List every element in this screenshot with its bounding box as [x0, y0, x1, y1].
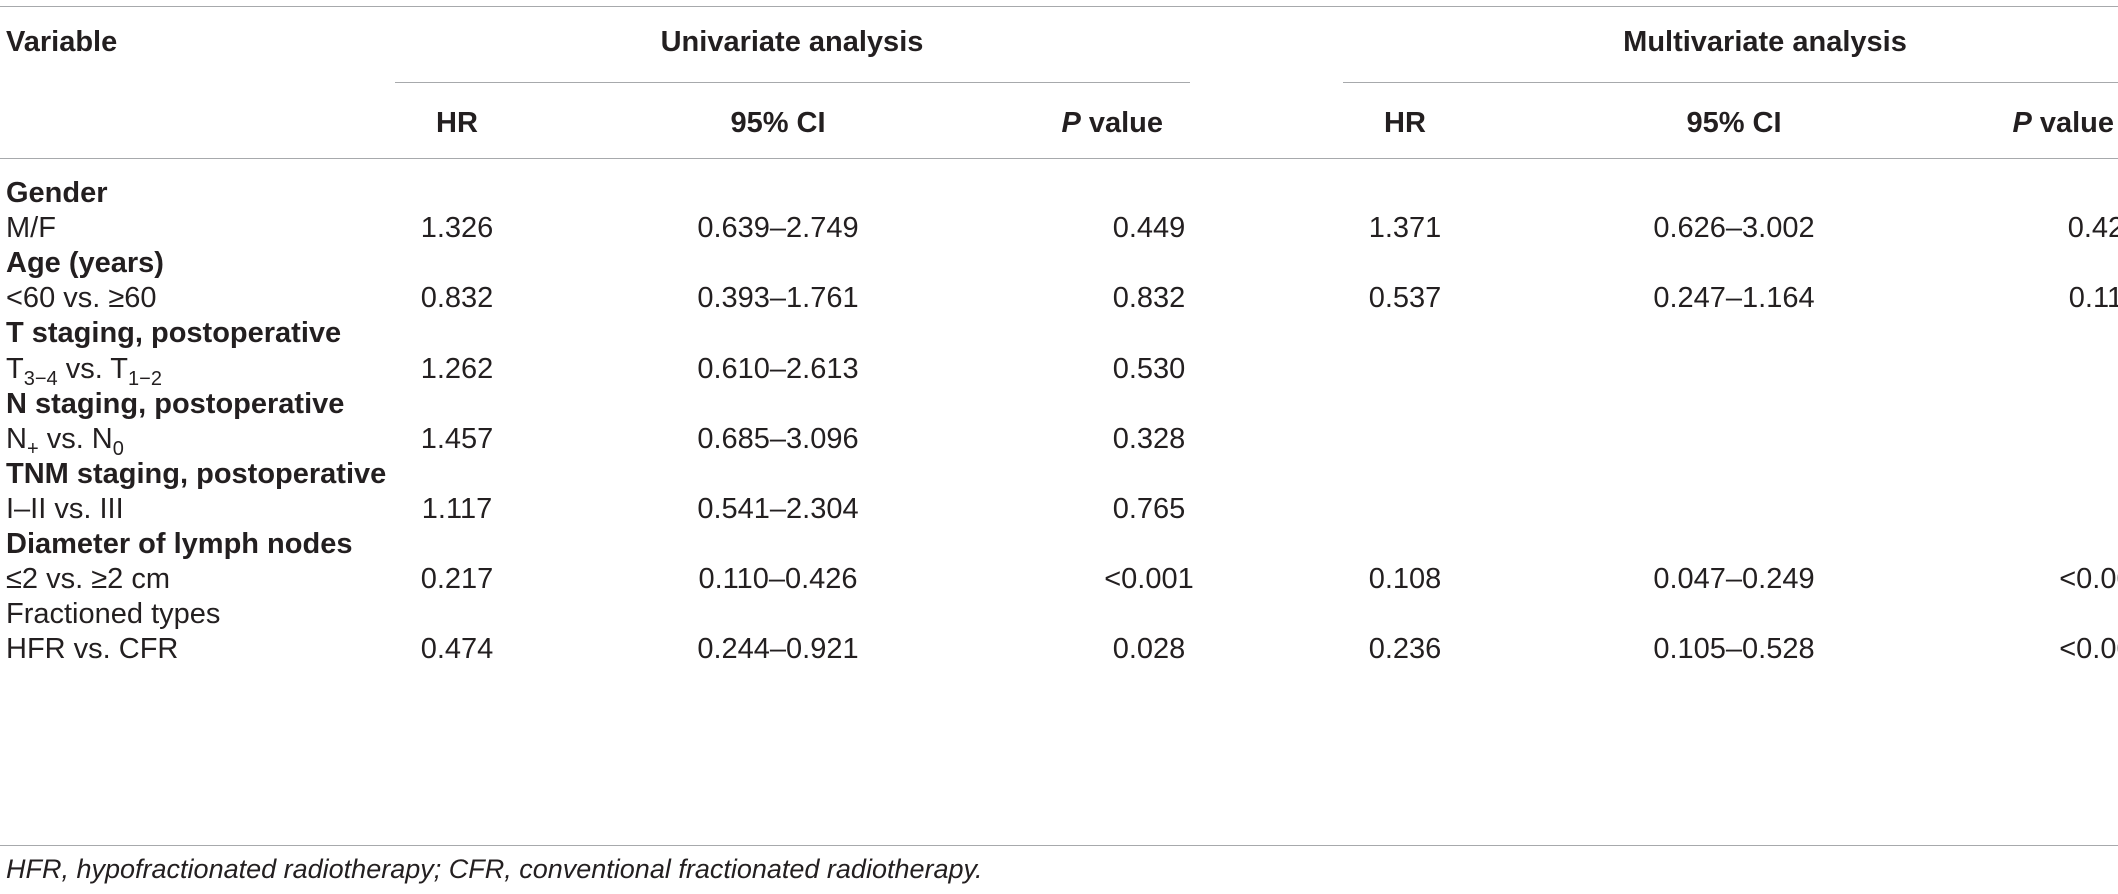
multivariate-ci-cell: 0.247–1.164 [1653, 282, 1815, 314]
row-label-part: N [6, 423, 27, 455]
header-variable: Variable [6, 26, 118, 58]
header-univariate: Univariate analysis [660, 26, 924, 58]
univariate-hr-cell: 1.117 [421, 493, 493, 525]
top-rule [0, 6, 2118, 7]
multivariate-ci-cell: 0.105–0.528 [1653, 633, 1815, 665]
multivariate-hr-cell: 1.371 [1368, 212, 1442, 244]
table-footnote: HFR, hypofractionated radiotherapy; CFR,… [6, 854, 983, 884]
univariate-ci-cell: 0.393–1.761 [697, 282, 859, 314]
group-label: Age (years) [6, 247, 164, 279]
multivariate-p-cell: 0.115 [2068, 282, 2118, 314]
univariate-ci-cell: 0.541–2.304 [697, 493, 859, 525]
univariate-hr-cell: 1.326 [420, 212, 494, 244]
univariate-p-cell: 0.530 [1112, 353, 1186, 385]
univariate-ci-cell: 0.110–0.426 [698, 563, 858, 595]
univariate-p-cell: 0.832 [1112, 282, 1186, 314]
univariate-p-cell: <0.001 [1104, 563, 1194, 595]
multivariate-hr-cell: 0.236 [1368, 633, 1442, 665]
univariate-underline [395, 82, 1190, 83]
row-label-part: + [26, 438, 39, 460]
row-label-part: 3−4 [23, 368, 58, 390]
univariate-ci-cell: 0.244–0.921 [697, 633, 859, 665]
header-bottom-rule [0, 158, 2118, 159]
multivariate-hr-cell: 0.537 [1368, 282, 1442, 314]
multivariate-underline [1343, 82, 2118, 83]
multivariate-ci-cell: 0.626–3.002 [1653, 212, 1815, 244]
group-label: TNM staging, postoperative [6, 458, 387, 490]
row-label: <60 vs. ≥60 [6, 282, 157, 314]
row-label-part: 1−2 [128, 368, 162, 390]
multivariate-p-cell: <0.001 [2059, 563, 2118, 595]
group-label: Diameter of lymph nodes [6, 528, 353, 560]
univariate-p-cell: 0.765 [1112, 493, 1186, 525]
header-multivariate-p: P value [2012, 107, 2114, 139]
multivariate-hr-cell: 0.108 [1368, 563, 1442, 595]
univariate-p-cell: 0.328 [1112, 423, 1186, 455]
univariate-hr-cell: 1.457 [420, 423, 494, 455]
row-label: T3−4 vs. T1−2 [6, 352, 162, 389]
table-bottom-rule [0, 845, 2118, 846]
univariate-hr-cell: 0.832 [420, 282, 494, 314]
univariate-ci-cell: 0.610–2.613 [697, 353, 859, 385]
group-label: Fractioned types [6, 598, 221, 630]
group-label: Gender [6, 177, 108, 209]
univariate-hr-cell: 0.474 [420, 633, 494, 665]
univariate-ci-cell: 0.639–2.749 [697, 212, 859, 244]
header-multivariate-ci: 95% CI [1686, 107, 1782, 139]
group-label: T staging, postoperative [6, 317, 342, 349]
univariate-p-cell: 0.028 [1112, 633, 1186, 665]
multivariate-p-cell: 0.429 [2067, 212, 2118, 244]
univariate-hr-cell: 0.217 [420, 563, 494, 595]
header-univariate-ci: 95% CI [730, 107, 826, 139]
header-univariate-hr: HR [436, 107, 478, 139]
header-univariate-p: P value [1061, 107, 1163, 139]
row-label-part: vs. T [57, 353, 129, 385]
row-label-part: 0 [112, 438, 124, 460]
univariate-ci-cell: 0.685–3.096 [697, 423, 859, 455]
row-label: M/F [6, 212, 56, 244]
header-multivariate-hr: HR [1384, 107, 1426, 139]
header-multivariate: Multivariate analysis [1623, 26, 1907, 58]
group-label: N staging, postoperative [6, 388, 345, 420]
univariate-hr-cell: 1.262 [420, 353, 494, 385]
row-label: I–II vs. III [6, 493, 124, 525]
multivariate-p-cell: <0.001 [2059, 633, 2118, 665]
row-label: ≤2 vs. ≥2 cm [6, 563, 170, 595]
univariate-p-cell: 0.449 [1112, 212, 1186, 244]
row-label: HFR vs. CFR [6, 633, 179, 665]
multivariate-ci-cell: 0.047–0.249 [1653, 563, 1815, 595]
row-label-part: T [6, 353, 24, 385]
row-label: N+ vs. N0 [6, 422, 124, 459]
row-label-part: vs. N [38, 423, 113, 455]
